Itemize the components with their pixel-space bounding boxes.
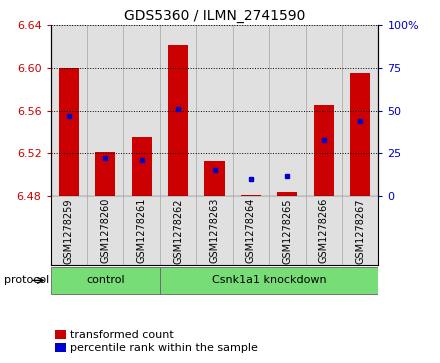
- FancyBboxPatch shape: [233, 196, 269, 265]
- Bar: [205, 161, 224, 196]
- Text: protocol: protocol: [4, 276, 50, 285]
- FancyBboxPatch shape: [160, 196, 196, 265]
- Bar: [277, 192, 297, 196]
- FancyBboxPatch shape: [269, 196, 305, 265]
- FancyBboxPatch shape: [196, 196, 233, 265]
- Text: control: control: [86, 276, 125, 285]
- Text: GSM1278263: GSM1278263: [209, 198, 220, 264]
- Bar: [124, 25, 160, 196]
- Text: transformed count: transformed count: [70, 330, 174, 340]
- Bar: [95, 152, 115, 196]
- Text: GSM1278266: GSM1278266: [319, 198, 329, 264]
- Bar: [241, 195, 261, 196]
- Text: GSM1278262: GSM1278262: [173, 198, 183, 264]
- Bar: [314, 105, 334, 196]
- Bar: [269, 25, 305, 196]
- FancyBboxPatch shape: [87, 196, 124, 265]
- Text: percentile rank within the sample: percentile rank within the sample: [70, 343, 258, 353]
- Bar: [305, 25, 342, 196]
- Bar: [51, 25, 87, 196]
- Text: GSM1278260: GSM1278260: [100, 198, 110, 264]
- Text: GSM1278261: GSM1278261: [137, 198, 147, 264]
- Bar: [233, 25, 269, 196]
- Text: GSM1278259: GSM1278259: [64, 198, 74, 264]
- Text: GSM1278265: GSM1278265: [282, 198, 292, 264]
- Bar: [168, 45, 188, 196]
- Bar: [59, 68, 79, 196]
- Bar: [342, 25, 378, 196]
- Text: GSM1278264: GSM1278264: [246, 198, 256, 264]
- Bar: [350, 73, 370, 196]
- Bar: [132, 137, 152, 196]
- Bar: [51, 266, 160, 294]
- FancyBboxPatch shape: [124, 196, 160, 265]
- FancyBboxPatch shape: [342, 196, 378, 265]
- Text: Csnk1a1 knockdown: Csnk1a1 knockdown: [212, 276, 326, 285]
- Bar: [87, 25, 124, 196]
- Title: GDS5360 / ILMN_2741590: GDS5360 / ILMN_2741590: [124, 9, 305, 23]
- Bar: [160, 266, 378, 294]
- FancyBboxPatch shape: [305, 196, 342, 265]
- Bar: [196, 25, 233, 196]
- Bar: [160, 25, 196, 196]
- FancyBboxPatch shape: [51, 196, 87, 265]
- Text: GSM1278267: GSM1278267: [355, 198, 365, 264]
